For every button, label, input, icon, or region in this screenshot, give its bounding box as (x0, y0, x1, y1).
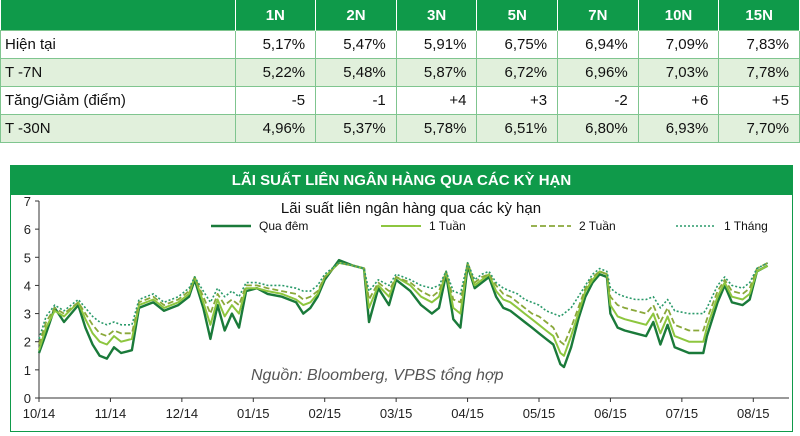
source-note: Nguồn: Bloomberg, VPBS tổng hợp (251, 366, 504, 384)
x-tick-label: 04/15 (451, 406, 484, 421)
table-cell: 6,96% (557, 58, 639, 87)
series-line-1 (37, 258, 769, 369)
chart-panel: 0 1 2 3 4 5 6 7 10/14 11/14 12/14 01/15 02/15 03/15 04… (10, 165, 793, 432)
table-cell: -1 (315, 86, 397, 115)
header-cell-10n: 10N (638, 0, 720, 31)
table-row: Tăng/Giảm (điểm) -5 -1 +4 +3 -2 +6 +5 (0, 86, 800, 115)
x-tick-label: 10/14 (23, 406, 56, 421)
row-label: T -30N (0, 114, 236, 143)
header-cell-5n: 5N (476, 0, 559, 31)
table-cell: +3 (476, 86, 559, 115)
table-row: T -7N 5,22% 5,48% 5,87% 6,72% 6,96% 7,03… (0, 58, 800, 87)
row-label: T -7N (0, 58, 236, 87)
y-tick-label: 3 (24, 307, 31, 322)
series-line-3 (38, 262, 769, 346)
x-tick-label: 02/15 (308, 406, 341, 421)
table-cell: 6,94% (557, 30, 639, 59)
table-cell: 7,03% (637, 58, 720, 87)
table-cell: 5,17% (234, 30, 317, 59)
legend-label-4: 1 Tháng (724, 219, 768, 233)
table-cell: 5,47% (315, 30, 397, 59)
chart-svg: 0 1 2 3 4 5 6 7 10/14 11/14 12/14 01/15 02/15 03/15 04… (23, 194, 789, 421)
x-tick-label: 01/15 (237, 406, 270, 421)
table-cell: 6,51% (476, 114, 559, 143)
table-cell: -5 (234, 86, 317, 115)
y-tick-label: 5 (24, 250, 31, 265)
legend-label-1: Qua đêm (259, 219, 308, 233)
table-cell: 4,96% (234, 114, 317, 143)
table-cell: 7,09% (637, 30, 720, 59)
y-tick-label: 6 (24, 222, 31, 237)
row-label: Hiện tại (0, 30, 236, 59)
series-line-2 (38, 261, 769, 357)
header-cell-2n: 2N (315, 0, 397, 31)
series-line-4 (38, 262, 768, 340)
y-tick-label: 0 (24, 391, 31, 406)
table-cell: 7,83% (718, 30, 800, 59)
header-cell-7n: 7N (557, 0, 639, 31)
header-cell-1n: 1N (235, 0, 317, 31)
table-cell: 5,22% (234, 58, 317, 87)
y-tick-label: 2 (24, 335, 31, 350)
table-cell: 6,72% (476, 58, 559, 87)
row-label: Tăng/Giảm (điểm) (0, 86, 236, 115)
chart-title: Lãi suất liên ngân hàng qua các kỳ hạn (281, 200, 541, 217)
table-cell: 6,93% (637, 114, 720, 143)
header-cell-label (0, 0, 236, 31)
table-cell: +6 (637, 86, 720, 115)
table-cell: 7,78% (718, 58, 800, 87)
header-cell-15n: 15N (718, 0, 800, 31)
x-tick-label: 08/15 (737, 406, 770, 421)
legend-label-3: 2 Tuần (579, 219, 616, 233)
table-row: T -30N 4,96% 5,37% 5,78% 6,51% 6,80% 6,9… (0, 114, 800, 143)
x-tick-label: 12/14 (166, 406, 199, 421)
table-cell: 7,70% (718, 114, 800, 143)
table-cell: 5,78% (395, 114, 478, 143)
table-row: Hiện tại 5,17% 5,47% 5,91% 6,75% 6,94% 7… (0, 30, 800, 59)
x-tick-label: 06/15 (594, 406, 627, 421)
table-cell: +4 (395, 86, 478, 115)
table-cell: -2 (557, 86, 639, 115)
x-tick-label: 03/15 (380, 406, 413, 421)
table-header-row: 1N 2N 3N 5N 7N 10N 15N (0, 0, 800, 31)
table-cell: 5,48% (315, 58, 397, 87)
legend-label-2: 1 Tuần (429, 219, 466, 233)
table-cell: 5,87% (395, 58, 478, 87)
x-tick-label: 11/14 (95, 406, 127, 421)
table-cell: 6,80% (557, 114, 639, 143)
yield-table: 1N 2N 3N 5N 7N 10N 15N Hiện tại 5,17% 5,… (0, 0, 800, 143)
header-cell-3n: 3N (396, 0, 478, 31)
y-tick-label: 4 (24, 278, 31, 293)
chart-header: LÃI SUẤT LIÊN NGÂN HÀNG QUA CÁC KỲ HẠN (11, 166, 792, 195)
table-cell: +5 (718, 86, 800, 115)
x-tick-label: 07/15 (666, 406, 699, 421)
table-cell: 6,75% (476, 30, 559, 59)
y-tick-label: 7 (24, 194, 31, 209)
table-cell: 5,37% (315, 114, 397, 143)
table-cell: 5,91% (395, 30, 478, 59)
y-tick-label: 1 (24, 363, 31, 378)
x-tick-label: 05/15 (523, 406, 556, 421)
